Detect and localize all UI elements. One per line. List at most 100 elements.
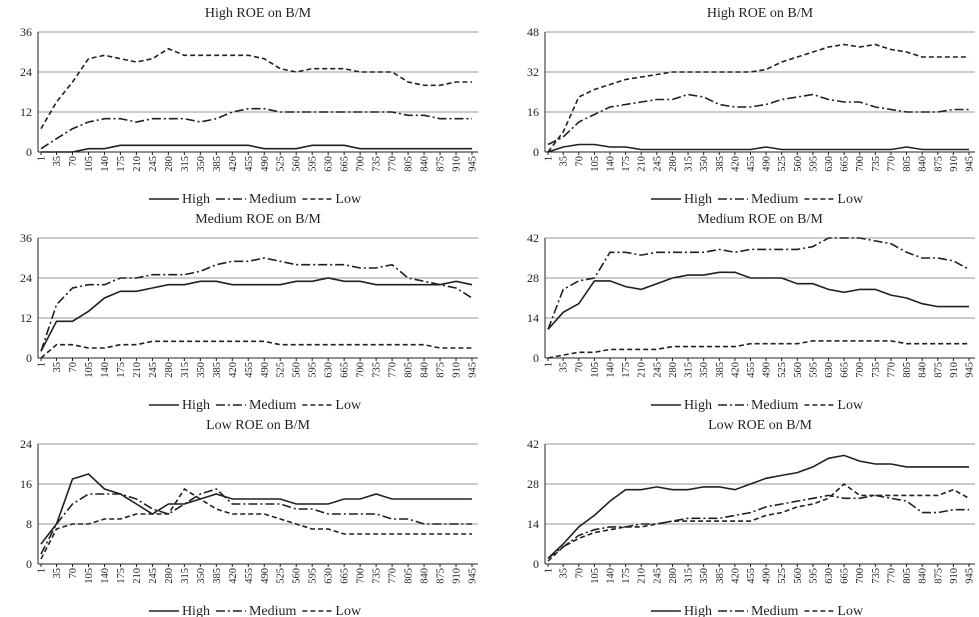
x-tick-label: 455: [746, 568, 757, 584]
x-tick-label: 875: [933, 156, 944, 172]
series-line: [40, 473, 472, 545]
legend-label: Low: [335, 398, 362, 413]
x-tick-label: 945: [965, 362, 976, 378]
x-tick-label: 560: [292, 156, 303, 172]
x-tick-label: 595: [808, 156, 819, 172]
x-tick-label: 385: [715, 568, 726, 584]
x-tick-label: 210: [132, 362, 143, 378]
x-tick-label: 560: [793, 362, 804, 378]
x-tick-label: 875: [933, 568, 944, 584]
y-tick-label: 16: [527, 105, 539, 119]
x-tick-label: 35: [52, 362, 63, 373]
x-tick-label: 770: [886, 362, 897, 378]
y-tick-label: 12: [20, 105, 32, 119]
x-tick-label: 840: [420, 362, 431, 378]
x-tick-label: 140: [100, 568, 111, 584]
x-tick-label: 280: [164, 568, 175, 584]
x-tick-label: 525: [777, 362, 788, 378]
x-tick-label: 455: [244, 568, 255, 584]
x-tick-label: 700: [356, 568, 367, 584]
x-tick-label: 665: [840, 156, 851, 172]
y-tick-label: 36: [20, 25, 32, 39]
x-tick-label: 875: [933, 362, 944, 378]
y-tick-label: 42: [527, 231, 539, 245]
x-tick-label: 70: [574, 156, 585, 167]
x-tick-label: 525: [777, 156, 788, 172]
x-tick-label: 350: [196, 362, 207, 378]
y-tick-label: 8: [26, 517, 32, 531]
x-tick-label: 840: [918, 362, 929, 378]
x-tick-label: 1: [37, 568, 48, 573]
x-tick-label: 665: [840, 362, 851, 378]
series-line: [547, 93, 969, 146]
x-tick-label: 595: [308, 568, 319, 584]
x-tick-label: 105: [590, 362, 601, 378]
x-tick-label: 210: [637, 156, 648, 172]
x-tick-label: 70: [68, 568, 79, 579]
x-tick-label: 70: [574, 362, 585, 373]
x-tick-label: 910: [949, 156, 960, 172]
y-tick-label: 42: [527, 437, 539, 451]
legend: High Medium Low: [148, 192, 362, 207]
x-tick-label: 735: [871, 568, 882, 584]
x-tick-label: 560: [793, 156, 804, 172]
x-tick-label: 140: [605, 568, 616, 584]
legend-label: High: [684, 604, 712, 617]
x-tick-label: 315: [180, 362, 191, 378]
series-line: [40, 107, 472, 150]
series-line: [547, 494, 969, 559]
x-tick-label: 630: [824, 362, 835, 378]
y-tick-label: 24: [20, 65, 32, 79]
x-tick-label: 560: [292, 362, 303, 378]
x-tick-label: 1: [37, 156, 48, 161]
x-tick-label: 315: [180, 156, 191, 172]
x-tick-label: 875: [436, 568, 447, 584]
x-tick-label: 910: [452, 362, 463, 378]
y-tick-label: 16: [20, 477, 32, 491]
series-line: [547, 340, 969, 359]
y-tick-label: 36: [20, 231, 32, 245]
x-tick-label: 490: [260, 156, 271, 172]
series-line: [547, 237, 970, 330]
y-tick-label: 0: [533, 557, 539, 571]
x-tick-label: 420: [228, 362, 239, 378]
x-tick-label: 175: [621, 568, 632, 584]
x-tick-label: 805: [902, 362, 913, 378]
y-tick-label: 14: [527, 517, 539, 531]
x-tick-label: 840: [918, 568, 929, 584]
x-tick-label: 70: [574, 568, 585, 579]
series-line: [40, 487, 472, 560]
x-tick-label: 35: [559, 156, 570, 167]
x-tick-label: 665: [340, 568, 351, 584]
x-tick-label: 700: [356, 362, 367, 378]
x-tick-label: 35: [52, 156, 63, 167]
legend-label: Low: [335, 604, 362, 617]
x-tick-label: 175: [116, 568, 127, 584]
x-tick-label: 560: [793, 568, 804, 584]
x-tick-label: 630: [824, 156, 835, 172]
x-tick-label: 315: [684, 362, 695, 378]
x-tick-label: 140: [100, 156, 111, 172]
legend: High Medium Low: [148, 604, 362, 617]
x-tick-label: 805: [902, 568, 913, 584]
x-tick-label: 735: [871, 362, 882, 378]
x-tick-label: 875: [436, 156, 447, 172]
x-tick-label: 910: [949, 568, 960, 584]
legend-label: Low: [837, 192, 864, 207]
x-tick-label: 385: [715, 362, 726, 378]
x-tick-label: 700: [855, 568, 866, 584]
x-tick-label: 665: [340, 362, 351, 378]
x-tick-label: 560: [292, 568, 303, 584]
x-tick-label: 910: [452, 156, 463, 172]
series-line: [547, 454, 969, 559]
x-tick-label: 280: [164, 156, 175, 172]
x-tick-label: 105: [84, 156, 95, 172]
x-tick-label: 945: [468, 568, 479, 584]
x-tick-label: 350: [196, 568, 207, 584]
x-tick-label: 910: [452, 568, 463, 584]
legend-label: High: [182, 398, 210, 413]
y-tick-label: 28: [527, 271, 539, 285]
legend-label: High: [182, 604, 210, 617]
chart-title: High ROE on B/M: [707, 6, 814, 21]
